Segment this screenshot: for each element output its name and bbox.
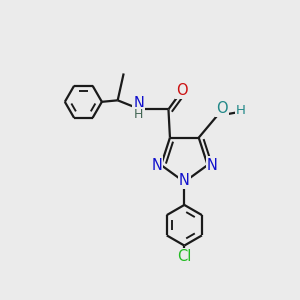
Text: Cl: Cl bbox=[177, 249, 191, 264]
Text: N: N bbox=[133, 96, 144, 111]
Text: H: H bbox=[134, 108, 143, 121]
Text: O: O bbox=[176, 83, 188, 98]
Text: N: N bbox=[207, 158, 218, 172]
Text: O: O bbox=[217, 101, 228, 116]
Text: N: N bbox=[179, 173, 190, 188]
Text: H: H bbox=[236, 104, 246, 117]
Text: N: N bbox=[151, 158, 162, 172]
